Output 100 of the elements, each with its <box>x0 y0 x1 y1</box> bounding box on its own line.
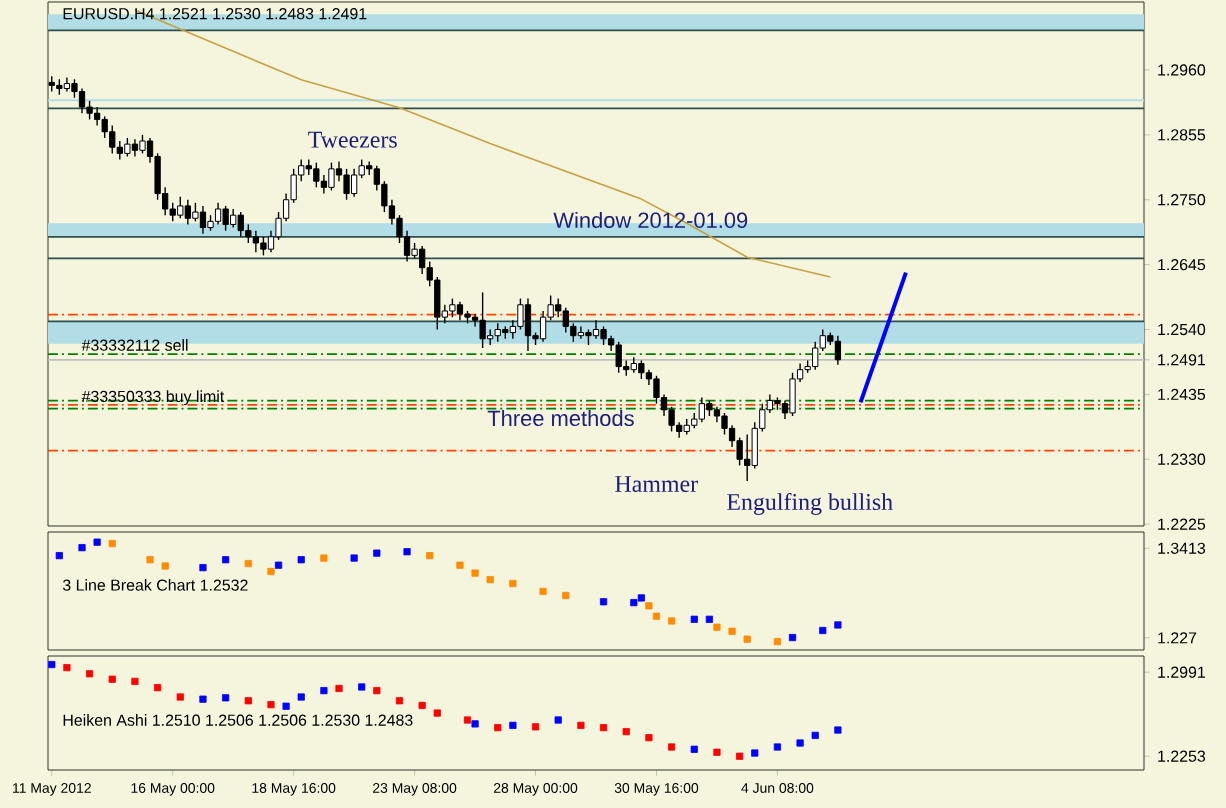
point <box>509 579 517 588</box>
point <box>244 697 252 705</box>
candlestick <box>592 319 600 340</box>
point <box>131 677 139 685</box>
candlestick <box>237 211 244 238</box>
point <box>668 743 676 751</box>
candlestick <box>479 291 486 349</box>
point <box>403 548 411 556</box>
point <box>736 752 744 760</box>
point <box>834 726 842 734</box>
point <box>637 594 645 602</box>
point <box>622 728 630 736</box>
point <box>274 561 283 569</box>
candlestick <box>214 202 222 226</box>
point <box>199 564 207 572</box>
point <box>554 716 562 724</box>
point <box>743 635 751 643</box>
point <box>486 576 494 584</box>
point <box>433 709 441 717</box>
annotation: Three methods <box>487 410 634 427</box>
point <box>728 627 736 635</box>
point <box>176 693 184 701</box>
candlestick <box>834 334 842 366</box>
candlestick <box>192 202 199 223</box>
candlestick <box>63 76 71 93</box>
annotation: Hammer <box>615 476 698 492</box>
candlestick <box>517 297 524 331</box>
point <box>161 562 169 570</box>
point <box>811 731 819 739</box>
point <box>456 561 464 569</box>
candlestick <box>93 106 101 127</box>
annotation: Engulfing bullish <box>727 492 893 515</box>
point <box>426 552 434 560</box>
point <box>373 687 381 695</box>
point <box>471 720 479 728</box>
annotation: Tweezers <box>308 131 397 148</box>
point <box>773 638 781 646</box>
candlestick <box>539 310 547 343</box>
point <box>788 633 797 642</box>
candlestick <box>124 137 131 158</box>
point <box>509 721 517 729</box>
candlestick <box>698 396 705 423</box>
candlestick <box>449 297 456 318</box>
point <box>267 567 275 576</box>
point <box>85 670 94 678</box>
point <box>108 675 116 683</box>
candlestick <box>184 199 191 226</box>
point <box>630 599 638 607</box>
candlestick <box>494 322 501 343</box>
point <box>494 724 502 732</box>
candlestick <box>577 325 585 340</box>
point <box>834 621 842 629</box>
point <box>652 612 661 620</box>
point <box>539 587 547 596</box>
candlestick <box>419 245 426 275</box>
candlestick <box>313 161 320 189</box>
point <box>373 549 381 557</box>
point <box>108 540 116 548</box>
point <box>531 723 540 731</box>
candlestick <box>524 297 532 352</box>
candlestick <box>109 124 116 155</box>
candlestick <box>245 223 252 244</box>
point <box>199 695 207 703</box>
point <box>690 745 698 753</box>
point <box>146 556 154 564</box>
candlestick <box>139 134 146 155</box>
candlestick <box>230 208 237 229</box>
candlestick <box>615 341 622 374</box>
candlestick <box>487 328 494 346</box>
candlestick <box>78 87 86 114</box>
point <box>320 554 328 562</box>
candlestick <box>222 205 229 232</box>
point <box>297 693 305 701</box>
point <box>350 554 358 562</box>
candlestick <box>562 307 569 334</box>
point <box>335 684 343 693</box>
point <box>78 544 86 552</box>
point <box>819 626 827 635</box>
point <box>63 664 71 672</box>
candlestick <box>600 325 607 346</box>
point <box>599 724 608 732</box>
point <box>562 591 570 600</box>
point <box>418 701 426 710</box>
point <box>395 697 404 705</box>
point <box>222 556 230 564</box>
candlestick <box>177 195 184 219</box>
candlestick <box>328 161 335 192</box>
point <box>773 743 781 751</box>
point <box>713 623 721 631</box>
point <box>297 556 305 564</box>
point <box>796 739 804 747</box>
point <box>463 716 472 724</box>
point <box>244 559 252 568</box>
candlestick <box>320 174 328 195</box>
point <box>222 694 230 702</box>
point <box>645 602 653 610</box>
point <box>93 538 101 546</box>
point <box>154 684 162 692</box>
point <box>705 615 713 623</box>
point <box>645 734 653 742</box>
